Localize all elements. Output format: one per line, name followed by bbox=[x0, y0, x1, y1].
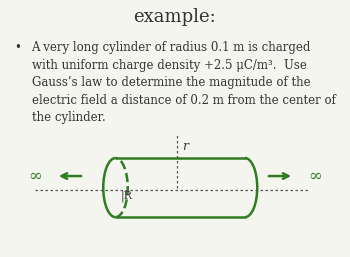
Text: ∞: ∞ bbox=[308, 168, 322, 185]
Text: A very long cylinder of radius 0.1 m is charged
with uniform charge density +2.5: A very long cylinder of radius 0.1 m is … bbox=[32, 41, 335, 124]
Text: r: r bbox=[182, 140, 188, 153]
Text: |R: |R bbox=[121, 191, 133, 202]
Text: example:: example: bbox=[134, 8, 216, 26]
Text: ∞: ∞ bbox=[28, 168, 42, 185]
Text: •: • bbox=[14, 41, 21, 54]
